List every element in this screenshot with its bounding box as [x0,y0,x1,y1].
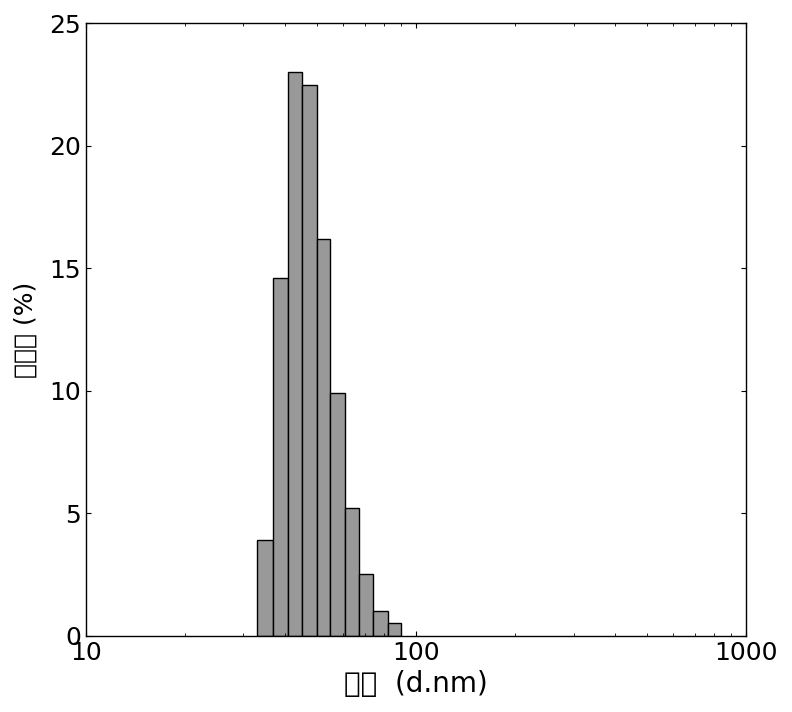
Bar [273,278,288,636]
Bar [359,575,373,636]
Bar [345,508,359,636]
Bar [387,624,401,636]
Bar [257,540,273,636]
Y-axis label: 百分比 (%): 百分比 (%) [14,281,38,377]
Bar [302,85,317,636]
Bar [317,239,330,636]
Bar [373,611,387,636]
X-axis label: 粒径  (d.nm): 粒径 (d.nm) [345,670,488,698]
Bar [330,393,345,636]
Bar [288,73,302,636]
